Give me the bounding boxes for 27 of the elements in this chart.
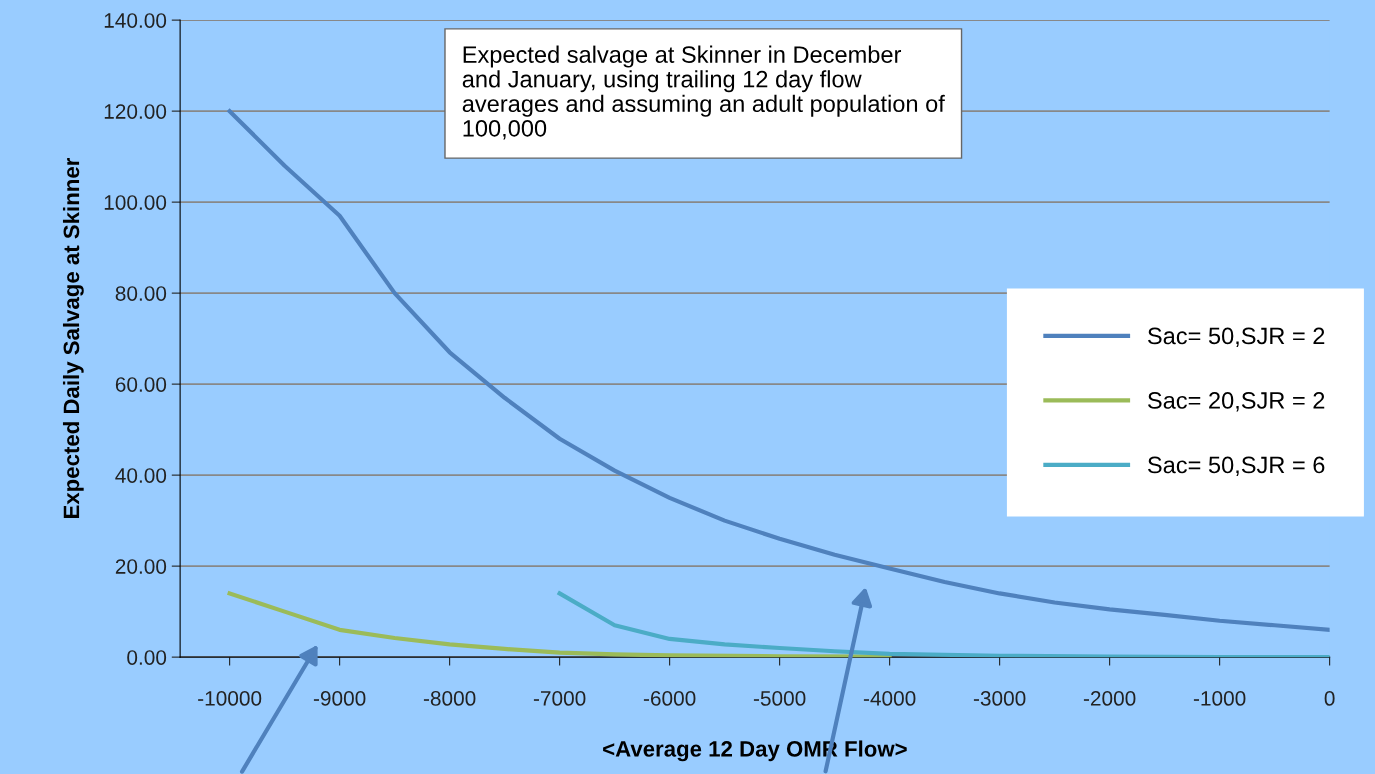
x-tick-label: -9000	[313, 691, 366, 706]
y-tick-label: 100.00	[104, 195, 167, 210]
y-tick-label: 80.00	[115, 286, 167, 301]
legend-label: Sac= 20,SJR = 2	[1147, 392, 1325, 412]
x-tick-label: -2000	[1083, 691, 1136, 706]
x-tick-label: -4000	[863, 691, 916, 706]
y-tick-label: 120.00	[104, 104, 167, 119]
x-tick-label: -1000	[1193, 691, 1246, 706]
x-tick-label: -10000	[198, 691, 262, 706]
x-tick-label: -8000	[423, 691, 476, 706]
line-series	[227, 591, 892, 658]
x-tick-label: 0	[1324, 691, 1335, 706]
legend-label: Sac= 50,SJR = 6	[1147, 456, 1325, 477]
y-tick-label: 140.00	[104, 13, 167, 28]
x-tick-label: -7000	[533, 691, 586, 706]
x-tick-label: -6000	[643, 691, 696, 706]
line-series	[557, 591, 1330, 658]
y-tick-label: 0.00	[127, 650, 167, 665]
y-tick-label: 60.00	[115, 377, 167, 392]
x-tick-label: -5000	[753, 691, 806, 706]
x-axis-title: <Average 12 Day OMR Flow>	[603, 740, 907, 762]
y-axis-title: Expected Daily Salvage at Skinner	[62, 158, 84, 519]
legend-label: Sac= 50,SJR = 2	[1147, 327, 1325, 348]
y-tick-label: 40.00	[115, 468, 167, 483]
y-tick-label: 20.00	[115, 559, 167, 574]
x-tick-label: -3000	[973, 691, 1026, 706]
annotation: Expected salvage at Skinner in December and January, using trailing 12 day flow averages and assuming an adult population of 100,000	[462, 45, 945, 140]
